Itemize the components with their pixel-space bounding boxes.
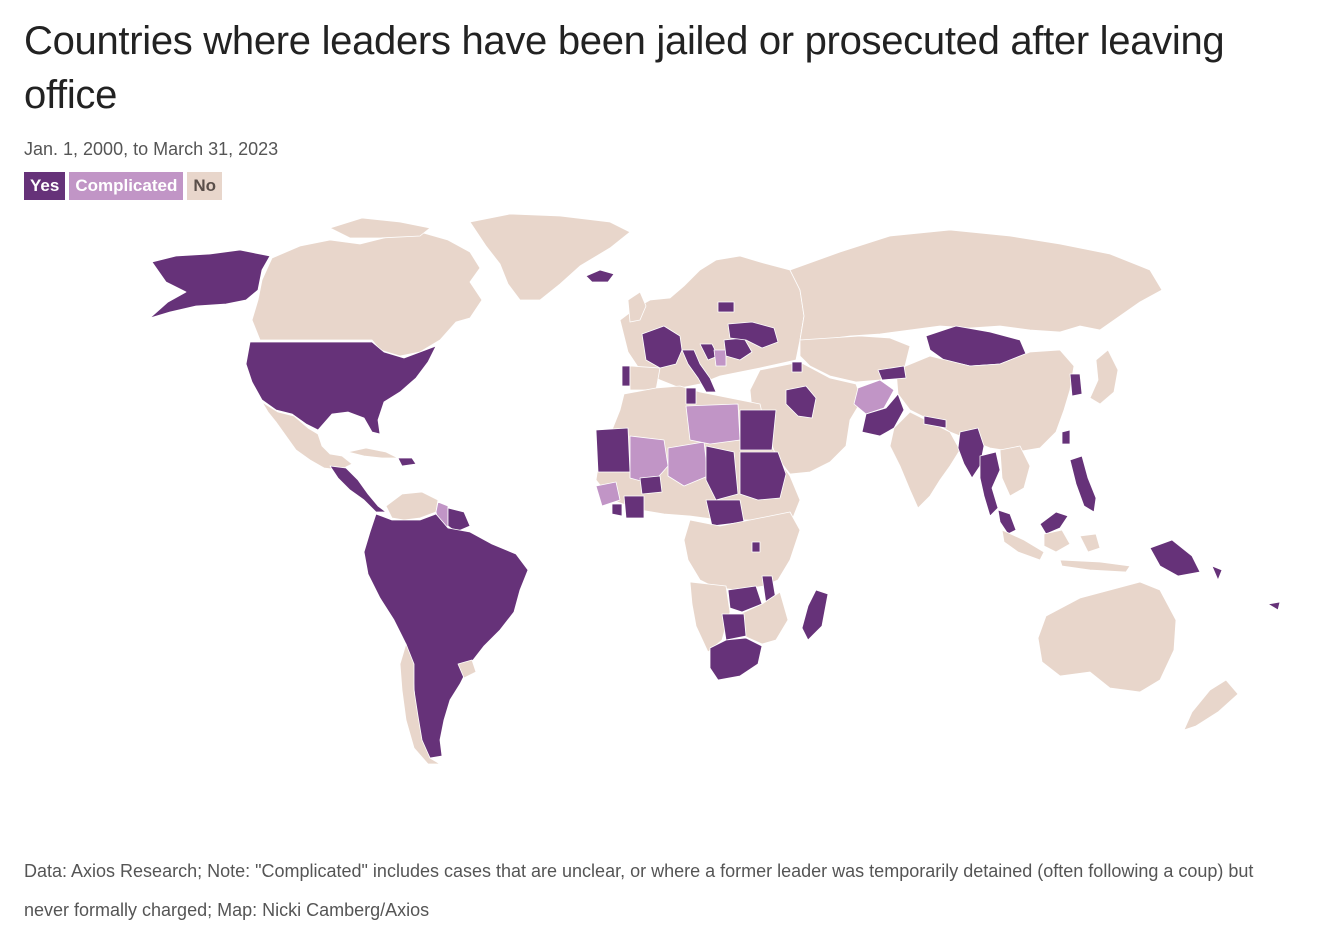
region-libya bbox=[685, 403, 741, 445]
region-united-states bbox=[245, 341, 437, 435]
region-botswana bbox=[721, 613, 747, 641]
region-mauritania bbox=[595, 427, 631, 473]
region-italy bbox=[681, 349, 717, 393]
region-philippines bbox=[1069, 455, 1097, 513]
region-cuba bbox=[347, 447, 399, 459]
region-suriname bbox=[447, 507, 471, 533]
region-indonesia bbox=[1059, 559, 1131, 573]
region-burkina-faso bbox=[639, 475, 663, 495]
region-south-korea bbox=[1069, 373, 1083, 397]
region-europe-other bbox=[629, 365, 661, 391]
legend-yes: Yes bbox=[24, 172, 66, 200]
region-thailand bbox=[979, 451, 1001, 517]
region-papua-new-guinea bbox=[1149, 539, 1201, 577]
region-zambia bbox=[727, 585, 763, 613]
region-tunisia bbox=[685, 387, 697, 405]
region-indonesia bbox=[1001, 529, 1045, 561]
region-chile bbox=[399, 643, 441, 765]
region-mexico bbox=[261, 401, 353, 471]
region-pakistan bbox=[861, 393, 905, 437]
region-alaska bbox=[149, 249, 271, 319]
region-malaysia bbox=[997, 509, 1017, 535]
region-liberia bbox=[611, 503, 623, 517]
region-iceland bbox=[585, 269, 615, 283]
region-france bbox=[641, 325, 683, 369]
region-europe-other bbox=[627, 291, 647, 323]
region-canada bbox=[329, 217, 431, 239]
region-indonesia bbox=[1043, 529, 1071, 553]
region-afghanistan bbox=[853, 379, 895, 415]
region-central-america bbox=[329, 465, 387, 513]
region-ivory-coast bbox=[623, 495, 645, 519]
region-burundi bbox=[751, 541, 761, 553]
region-chad bbox=[705, 445, 739, 501]
legend: Yes Complicated No bbox=[24, 172, 223, 200]
region-uruguay bbox=[457, 659, 477, 679]
region-ukraine bbox=[727, 321, 779, 349]
region-lithuania bbox=[717, 301, 735, 313]
region-mali bbox=[629, 435, 669, 485]
legend-complicated: Complicated bbox=[69, 172, 184, 200]
region-indonesia bbox=[1079, 533, 1101, 553]
source-note: Data: Axios Research; Note: "Complicated… bbox=[24, 861, 1254, 920]
region-greenland bbox=[469, 213, 631, 301]
region-malaysia bbox=[1039, 511, 1069, 535]
region-nepal bbox=[923, 415, 947, 429]
chart-title: Countries where leaders have been jailed… bbox=[24, 19, 1225, 117]
region-sudan bbox=[739, 451, 787, 501]
region-new-zealand bbox=[1183, 679, 1239, 731]
region-south-africa bbox=[709, 637, 763, 681]
region-south-america bbox=[363, 513, 529, 759]
region-serbia bbox=[713, 349, 727, 367]
region-pacific-islands bbox=[1267, 601, 1281, 611]
region-canada bbox=[251, 231, 483, 357]
region-armenia bbox=[791, 361, 803, 373]
region-kyrgyzstan bbox=[877, 365, 907, 381]
region-taiwan bbox=[1061, 429, 1071, 445]
region-russia bbox=[789, 229, 1163, 341]
world-map bbox=[149, 213, 1281, 765]
region-vietnam bbox=[999, 445, 1031, 497]
region-hispaniola bbox=[397, 457, 417, 467]
region-pacific-islands bbox=[1211, 565, 1223, 581]
region-madagascar bbox=[801, 589, 829, 641]
legend-no: No bbox=[187, 172, 223, 200]
region-iraq bbox=[785, 385, 817, 419]
region-australia bbox=[1037, 581, 1177, 693]
region-japan bbox=[1089, 349, 1119, 405]
region-portugal bbox=[621, 365, 631, 387]
region-niger bbox=[667, 441, 709, 487]
region-egypt bbox=[739, 409, 777, 451]
chart-subtitle: Jan. 1, 2000, to March 31, 2023 bbox=[24, 139, 279, 159]
region-central-east-africa-other bbox=[683, 511, 801, 591]
region-guinea bbox=[595, 481, 621, 507]
region-myanmar bbox=[957, 427, 985, 479]
